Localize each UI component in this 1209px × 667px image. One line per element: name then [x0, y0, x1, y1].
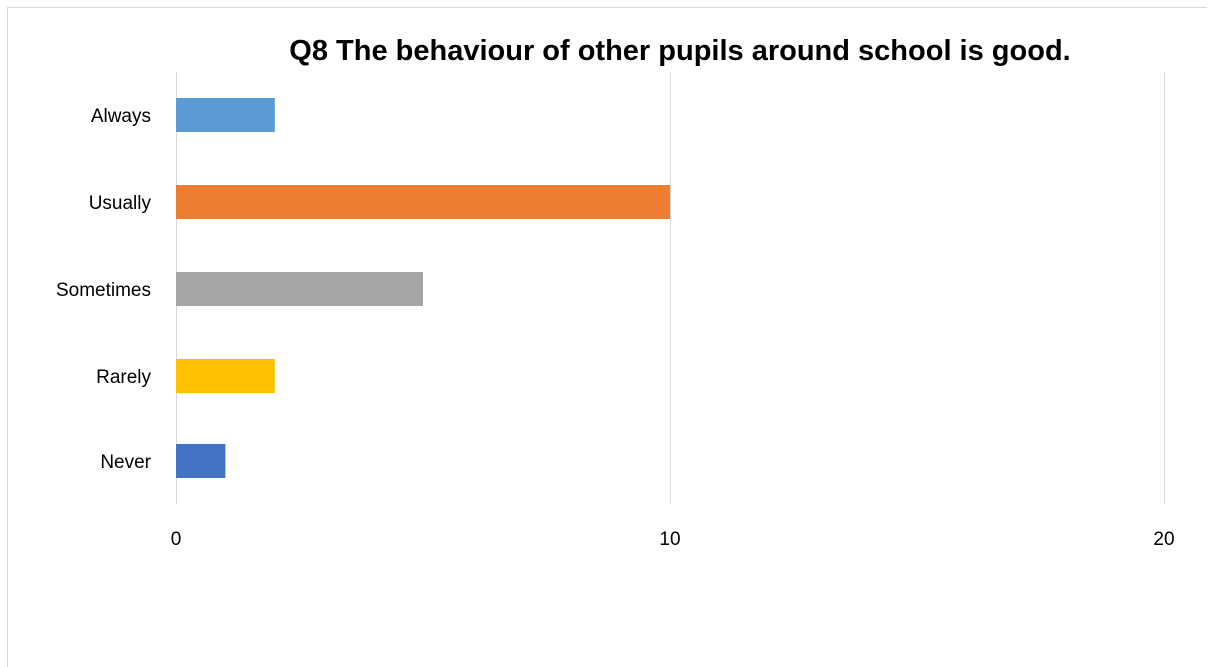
bar-rarely: [176, 359, 275, 393]
category-label-always: Always: [91, 106, 151, 127]
bar-usually: [176, 185, 670, 219]
bar-never: [176, 444, 226, 478]
category-label-usually: Usually: [89, 193, 152, 214]
bar-always: [176, 98, 275, 132]
chart-title: Q8 The behaviour of other pupils around …: [289, 35, 1070, 67]
category-label-never: Never: [100, 452, 151, 473]
x-tick-label: 10: [659, 529, 680, 550]
category-label-sometimes: Sometimes: [56, 280, 151, 301]
x-tick-label: 20: [1153, 529, 1174, 550]
bars: [176, 98, 670, 478]
x-tick-labels: 0 10 20: [171, 529, 1175, 550]
bar-sometimes: [176, 272, 423, 306]
x-tick-label: 0: [171, 529, 182, 550]
category-labels: Always Usually Sometimes Rarely Never: [56, 106, 152, 473]
category-label-rarely: Rarely: [96, 367, 151, 388]
chart-frame: [7, 7, 1207, 667]
